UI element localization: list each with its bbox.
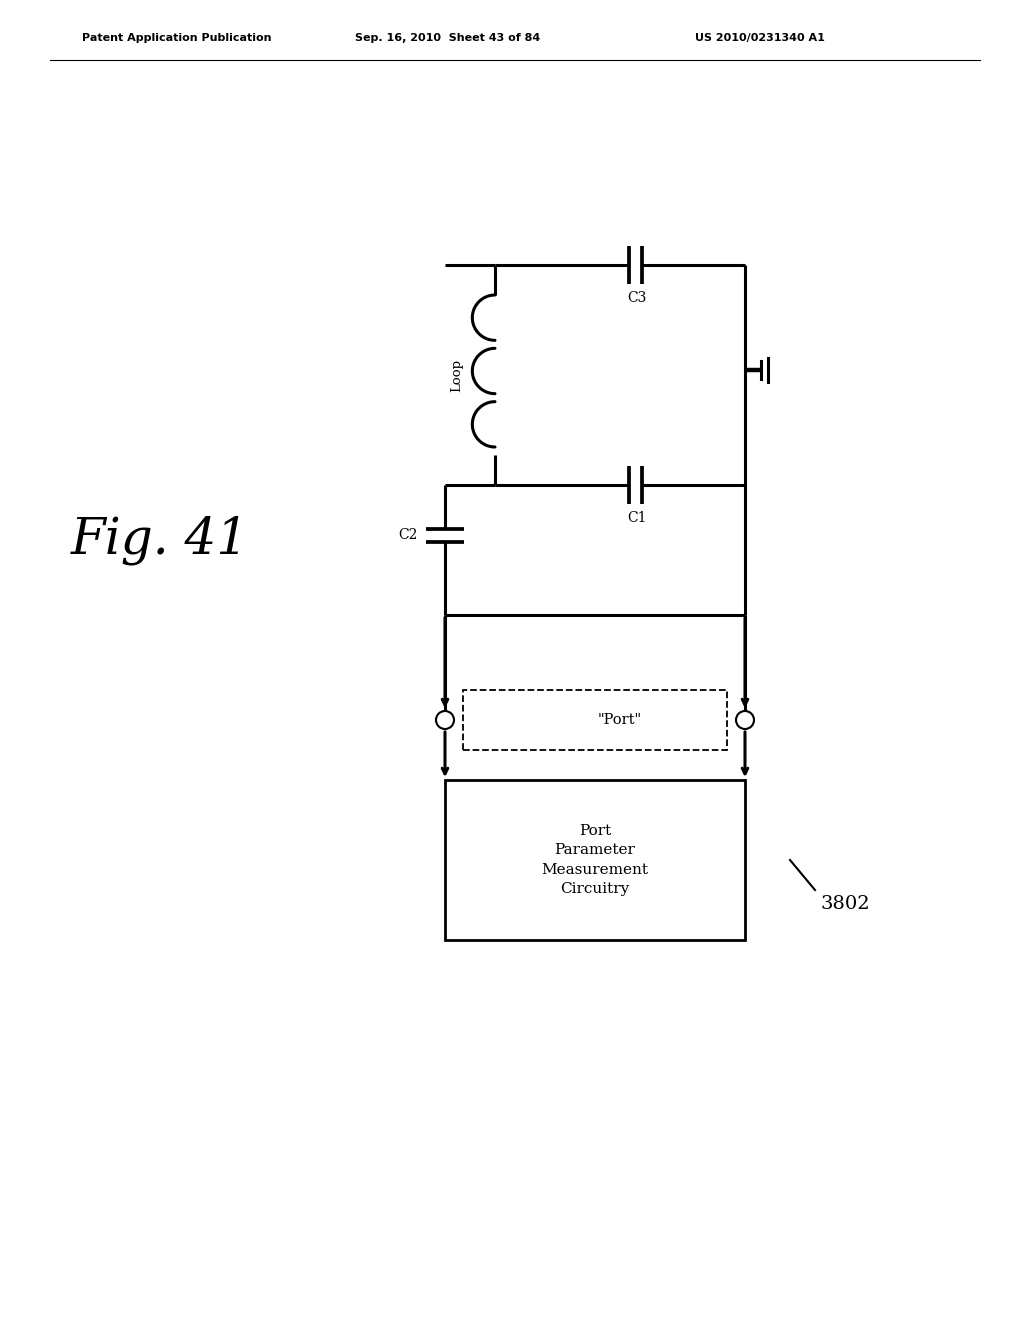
Text: US 2010/0231340 A1: US 2010/0231340 A1 (695, 33, 825, 44)
Text: Port
Parameter
Measurement
Circuitry: Port Parameter Measurement Circuitry (542, 824, 648, 896)
Bar (445, 780, 745, 940)
Text: C3: C3 (628, 290, 647, 305)
Text: 3802: 3802 (820, 895, 869, 913)
Text: Fig. 41: Fig. 41 (71, 515, 249, 565)
Text: "Port": "Port" (598, 713, 642, 727)
Text: C2: C2 (398, 528, 418, 543)
Text: Sep. 16, 2010  Sheet 43 of 84: Sep. 16, 2010 Sheet 43 of 84 (355, 33, 541, 44)
Text: C1: C1 (628, 511, 647, 525)
Text: Loop: Loop (451, 359, 464, 392)
Text: Patent Application Publication: Patent Application Publication (82, 33, 271, 44)
Bar (463, 690, 727, 750)
